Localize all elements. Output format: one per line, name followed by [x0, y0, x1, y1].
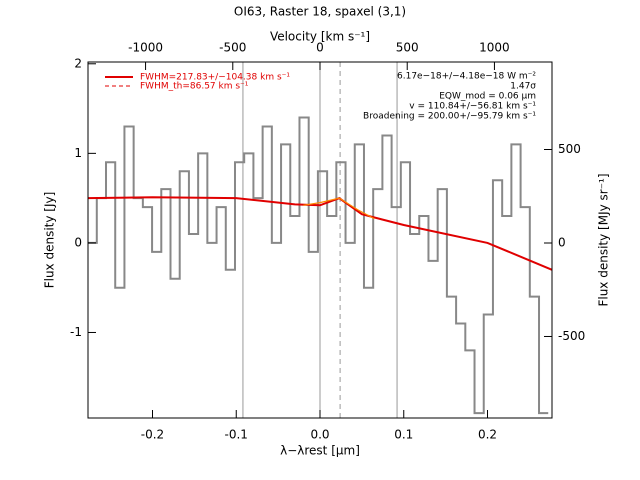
legend-label: FWHM_th=86.57 km s⁻¹ — [140, 82, 249, 92]
x-tick-label: -0.1 — [225, 428, 248, 442]
annotation: v = 110.84+/−56.81 km s⁻¹ — [409, 102, 536, 112]
y-tick-label: 1 — [74, 146, 82, 160]
x2-tick-label: 0 — [316, 41, 324, 55]
y-tick-label: -1 — [70, 325, 82, 339]
x-tick-label: -0.2 — [141, 428, 164, 442]
x2-tick-label: -1000 — [128, 41, 163, 55]
y-axis-label: Flux density [Jy] — [43, 192, 57, 289]
y2-tick-label: -500 — [558, 329, 585, 343]
annotation: EQW_mod = 0.06 µm — [439, 92, 536, 102]
x2-tick-label: 1000 — [479, 41, 510, 55]
annotation: Broadening = 200.00+/−95.79 km s⁻¹ — [363, 112, 536, 122]
x2-tick-label: 500 — [396, 41, 419, 55]
spectrum-line — [87, 116, 549, 415]
x-tick-label: 0.0 — [310, 428, 329, 442]
y-tick-label: 2 — [74, 56, 82, 70]
x2-tick-label: -500 — [219, 41, 246, 55]
y-tick-label: 0 — [74, 235, 82, 249]
y2-tick-label: 0 — [558, 235, 566, 249]
x2-axis-label: Velocity [km s⁻¹] — [270, 30, 370, 44]
chart-title: OI63, Raster 18, spaxel (3,1) — [234, 5, 406, 19]
x-axis-label: λ−λrest [µm] — [280, 444, 360, 458]
fit-line — [87, 196, 553, 271]
legend-label: FWHM=217.83+/−104.38 km s⁻¹ — [140, 73, 290, 83]
annotation: 1.47σ — [510, 82, 536, 92]
x-tick-label: 0.1 — [394, 428, 413, 442]
x-tick-label: 0.2 — [478, 428, 497, 442]
fit-line — [303, 197, 375, 220]
annotation: 6.17e−18+/−4.18e−18 W m⁻² — [397, 72, 536, 82]
y2-tick-label: 500 — [558, 142, 581, 156]
y2-axis-label: Flux density [MJy sr⁻¹] — [597, 173, 611, 306]
